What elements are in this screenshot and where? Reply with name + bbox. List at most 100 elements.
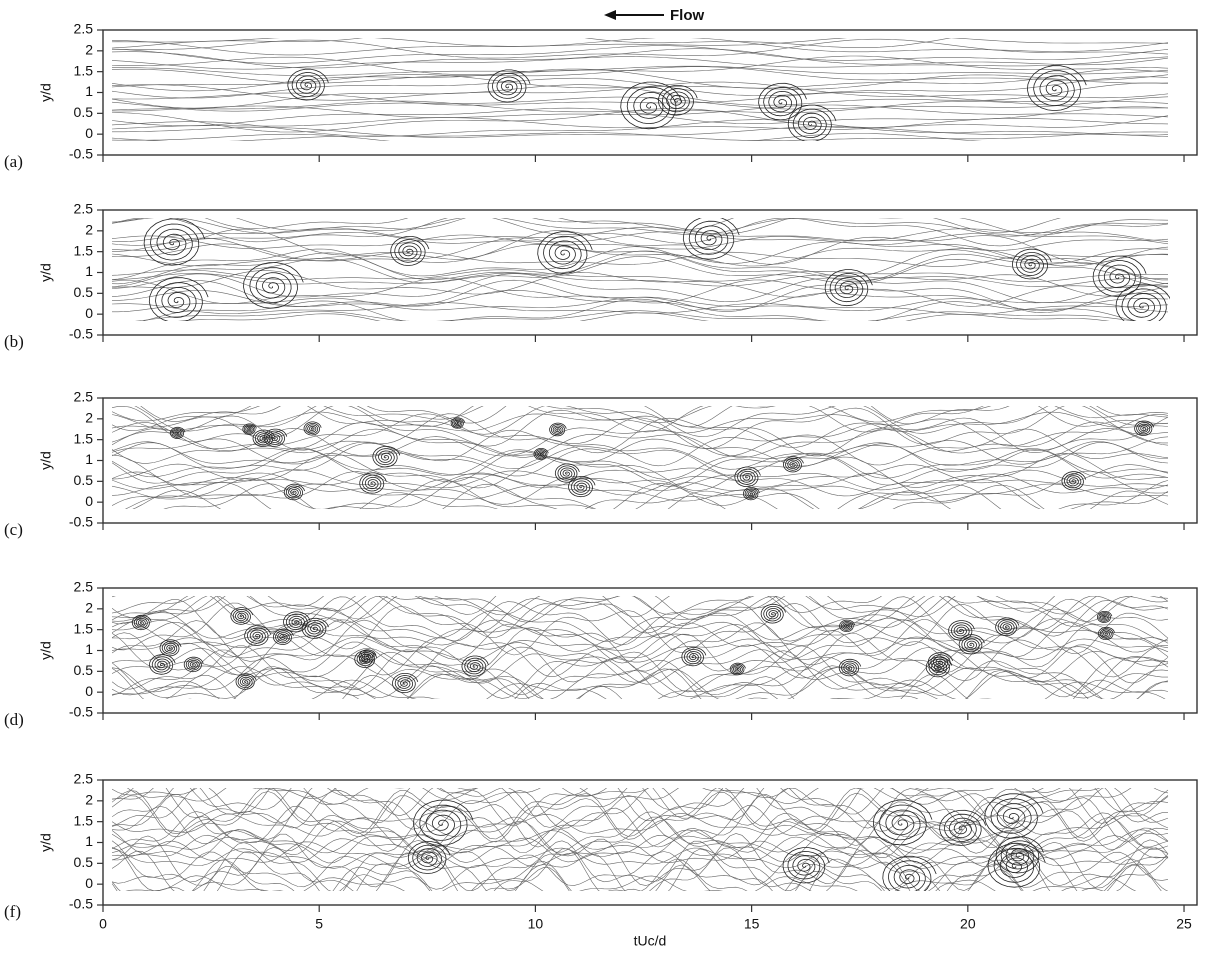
x-tick-label: 10 [528,916,544,932]
streamline [112,204,1168,233]
streamline [112,780,1168,829]
panel-label: (d) [4,710,24,729]
streamline [112,127,1168,138]
y-tick-label: 0 [85,305,93,321]
streamline [112,134,1168,147]
y-tick-label: -0.5 [69,514,93,530]
vortex [391,236,429,265]
streamlines [112,25,1168,146]
y-tick-label: -0.5 [69,704,93,720]
streamline [112,39,1168,58]
y-axis-label: y/d [38,641,54,660]
y-tick-label: 2 [85,792,93,808]
vortex [462,656,489,676]
streamline [112,270,1168,282]
vortex [825,270,872,306]
vortex [569,477,596,497]
panel-label: (c) [4,520,23,539]
streamline [112,385,1168,427]
streamline [112,290,1168,310]
streamline [112,587,1168,623]
vortex [170,427,185,438]
streamline [112,252,1168,267]
figure: Flow -0.5 0 0.5 1 1.5 2 2.5 y/d (a) -0.5 0 0.5 1 1.5 2… [0,0,1210,974]
x-tick-label: 5 [315,916,323,932]
x-tick-label: 25 [1176,916,1192,932]
streamline [112,805,1168,853]
x-tick-label: 0 [99,916,107,932]
vortex [451,418,465,428]
y-tick-label: 1.5 [74,242,94,258]
streamline [112,311,1168,324]
vortex [488,70,530,102]
y-axis-label: y/d [38,451,54,470]
streamline [112,585,1168,615]
streamline [112,257,1168,287]
y-tick-label: 0 [85,493,93,509]
streamlines [112,385,1168,527]
y-tick-label: 1 [85,263,93,279]
y-tick-label: 2.5 [74,771,94,787]
plot-frame [103,210,1197,335]
y-tick-label: 1 [85,833,93,849]
vortex [783,848,829,883]
y-tick-label: 0.5 [74,854,94,870]
vortex [759,83,807,120]
streamline [112,49,1168,68]
y-tick-label: 1.5 [74,620,94,636]
streamlines [112,775,1168,917]
y-tick-label: 1.5 [74,812,94,828]
y-axis-label: y/d [38,83,54,102]
y-tick-label: 1 [85,83,93,99]
x-axis-label: tUc/d [634,933,667,949]
streamline [112,484,1168,526]
vortex [150,655,176,675]
streamline [112,775,1168,826]
streamline [112,215,1168,246]
y-tick-label: 2.5 [74,201,94,217]
streamline [112,575,1168,617]
y-tick-label: 0 [85,875,93,891]
streamline [112,859,1168,907]
vortex [1116,284,1172,327]
streamline [112,210,1168,236]
y-tick-label: 1.5 [74,430,94,446]
panel-label: (b) [4,332,24,351]
vortex [1097,611,1112,622]
vortex [735,467,761,487]
streamline [112,132,1168,142]
y-tick-label: -0.5 [69,326,93,342]
streamlines [112,204,1172,330]
streamline [112,620,1168,663]
vortex [304,422,321,435]
streamline [112,273,1168,287]
y-tick-label: -0.5 [69,896,93,912]
vortex [761,604,786,623]
vortex [236,674,256,690]
panel-label: (a) [4,152,23,171]
y-tick-label: 2.5 [74,579,94,595]
panel-label: (f) [4,902,21,921]
streamline [112,480,1168,522]
vortex [273,629,293,644]
y-tick-label: 0 [85,683,93,699]
y-axis-label: y/d [38,833,54,852]
y-tick-label: 0.5 [74,104,94,120]
y-axis-label: y/d [38,263,54,282]
y-tick-label: 0.5 [74,662,94,678]
y-tick-label: 2 [85,222,93,238]
vortex [1135,421,1154,436]
y-tick-label: 2 [85,600,93,616]
vortex [360,473,387,493]
vortex [284,484,304,500]
flow-annotation: Flow [670,7,704,24]
y-tick-label: 2 [85,410,93,426]
x-tick-label: 20 [960,916,976,932]
streamline [112,414,1168,448]
y-tick-label: 2.5 [74,389,94,405]
vortex [393,673,418,692]
streamlines [112,575,1168,723]
streamline [112,397,1168,422]
streamline [112,776,1168,816]
y-tick-label: 1 [85,641,93,657]
